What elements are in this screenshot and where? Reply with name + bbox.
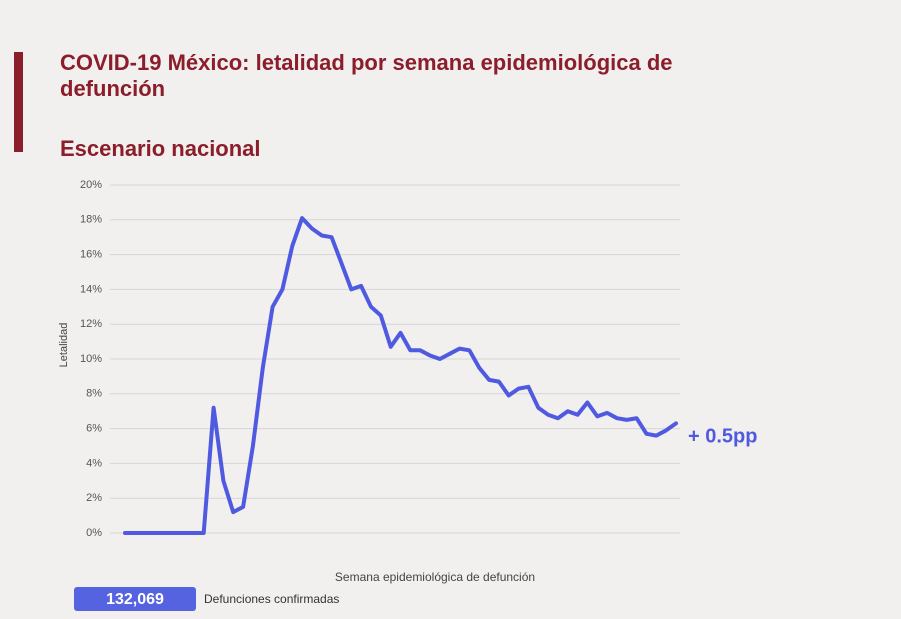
y-tick-label: 0%	[86, 527, 102, 539]
deaths-count: 132,069	[106, 591, 164, 608]
annotation: + 0.5pp	[688, 425, 757, 447]
y-tick-label: 10%	[80, 353, 102, 365]
y-axis-label: Letalidad	[58, 323, 70, 368]
y-tick-label: 14%	[80, 283, 102, 295]
y-tick-label: 6%	[86, 423, 102, 435]
y-tick-label: 2%	[86, 492, 102, 504]
y-tick-label: 8%	[86, 388, 102, 400]
deaths-badge	[74, 587, 196, 611]
y-tick-label: 12%	[80, 318, 102, 330]
data-line	[123, 216, 678, 535]
deaths-label: Defunciones confirmadas	[204, 592, 339, 606]
y-tick-label: 4%	[86, 457, 102, 469]
y-tick-label: 18%	[80, 214, 102, 226]
chart-title: COVID-19 México: letalidad por semana ep…	[60, 50, 673, 101]
chart-subtitle: Escenario nacional	[60, 136, 261, 161]
y-tick-label: 20%	[80, 179, 102, 191]
x-axis-label: Semana epidemiológica de defunción	[335, 570, 535, 584]
accent-bar	[14, 52, 23, 152]
y-tick-label: 16%	[80, 249, 102, 261]
